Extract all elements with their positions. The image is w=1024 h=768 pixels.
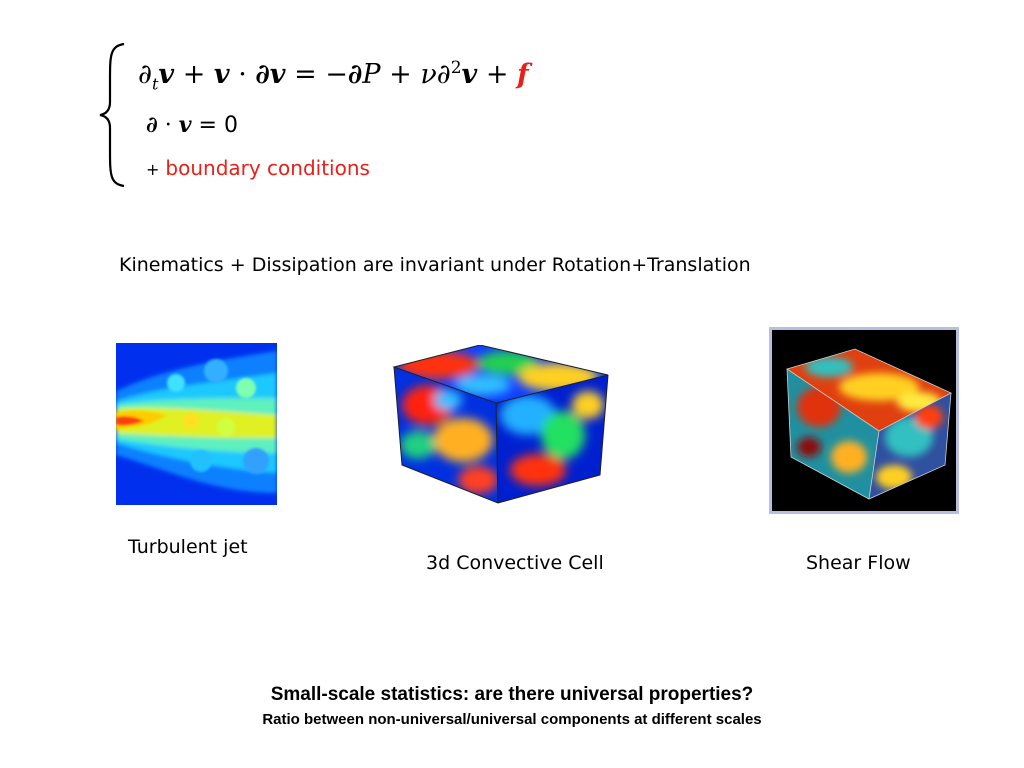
forcing-term: f bbox=[517, 59, 529, 90]
caption-turbulent-jet: Turbulent jet bbox=[128, 536, 248, 558]
boundary-conditions-label: boundary conditions bbox=[165, 156, 370, 180]
caption-shear-flow: Shear Flow bbox=[806, 552, 911, 574]
caption-convective-cell: 3d Convective Cell bbox=[426, 552, 604, 574]
ratio-subtitle: Ratio between non-universal/universal co… bbox=[262, 711, 762, 728]
navier-stokes-equation: ∂tv + v · ∂v = −∂P + ν∂2v + f bbox=[138, 58, 529, 94]
invariance-statement: Kinematics + Dissipation are invariant u… bbox=[119, 254, 751, 276]
turbulent-jet-image bbox=[116, 343, 277, 505]
curly-brace-icon bbox=[99, 42, 125, 188]
boundary-conditions-line: + boundary conditions bbox=[146, 156, 370, 180]
plus-sign: + bbox=[146, 160, 160, 179]
universality-question: Small-scale statistics: are there univer… bbox=[270, 684, 754, 705]
convective-cell-image bbox=[392, 345, 609, 504]
shear-flow-image bbox=[769, 327, 959, 514]
incompressibility-equation: ∂ · v = 0 bbox=[146, 112, 238, 138]
